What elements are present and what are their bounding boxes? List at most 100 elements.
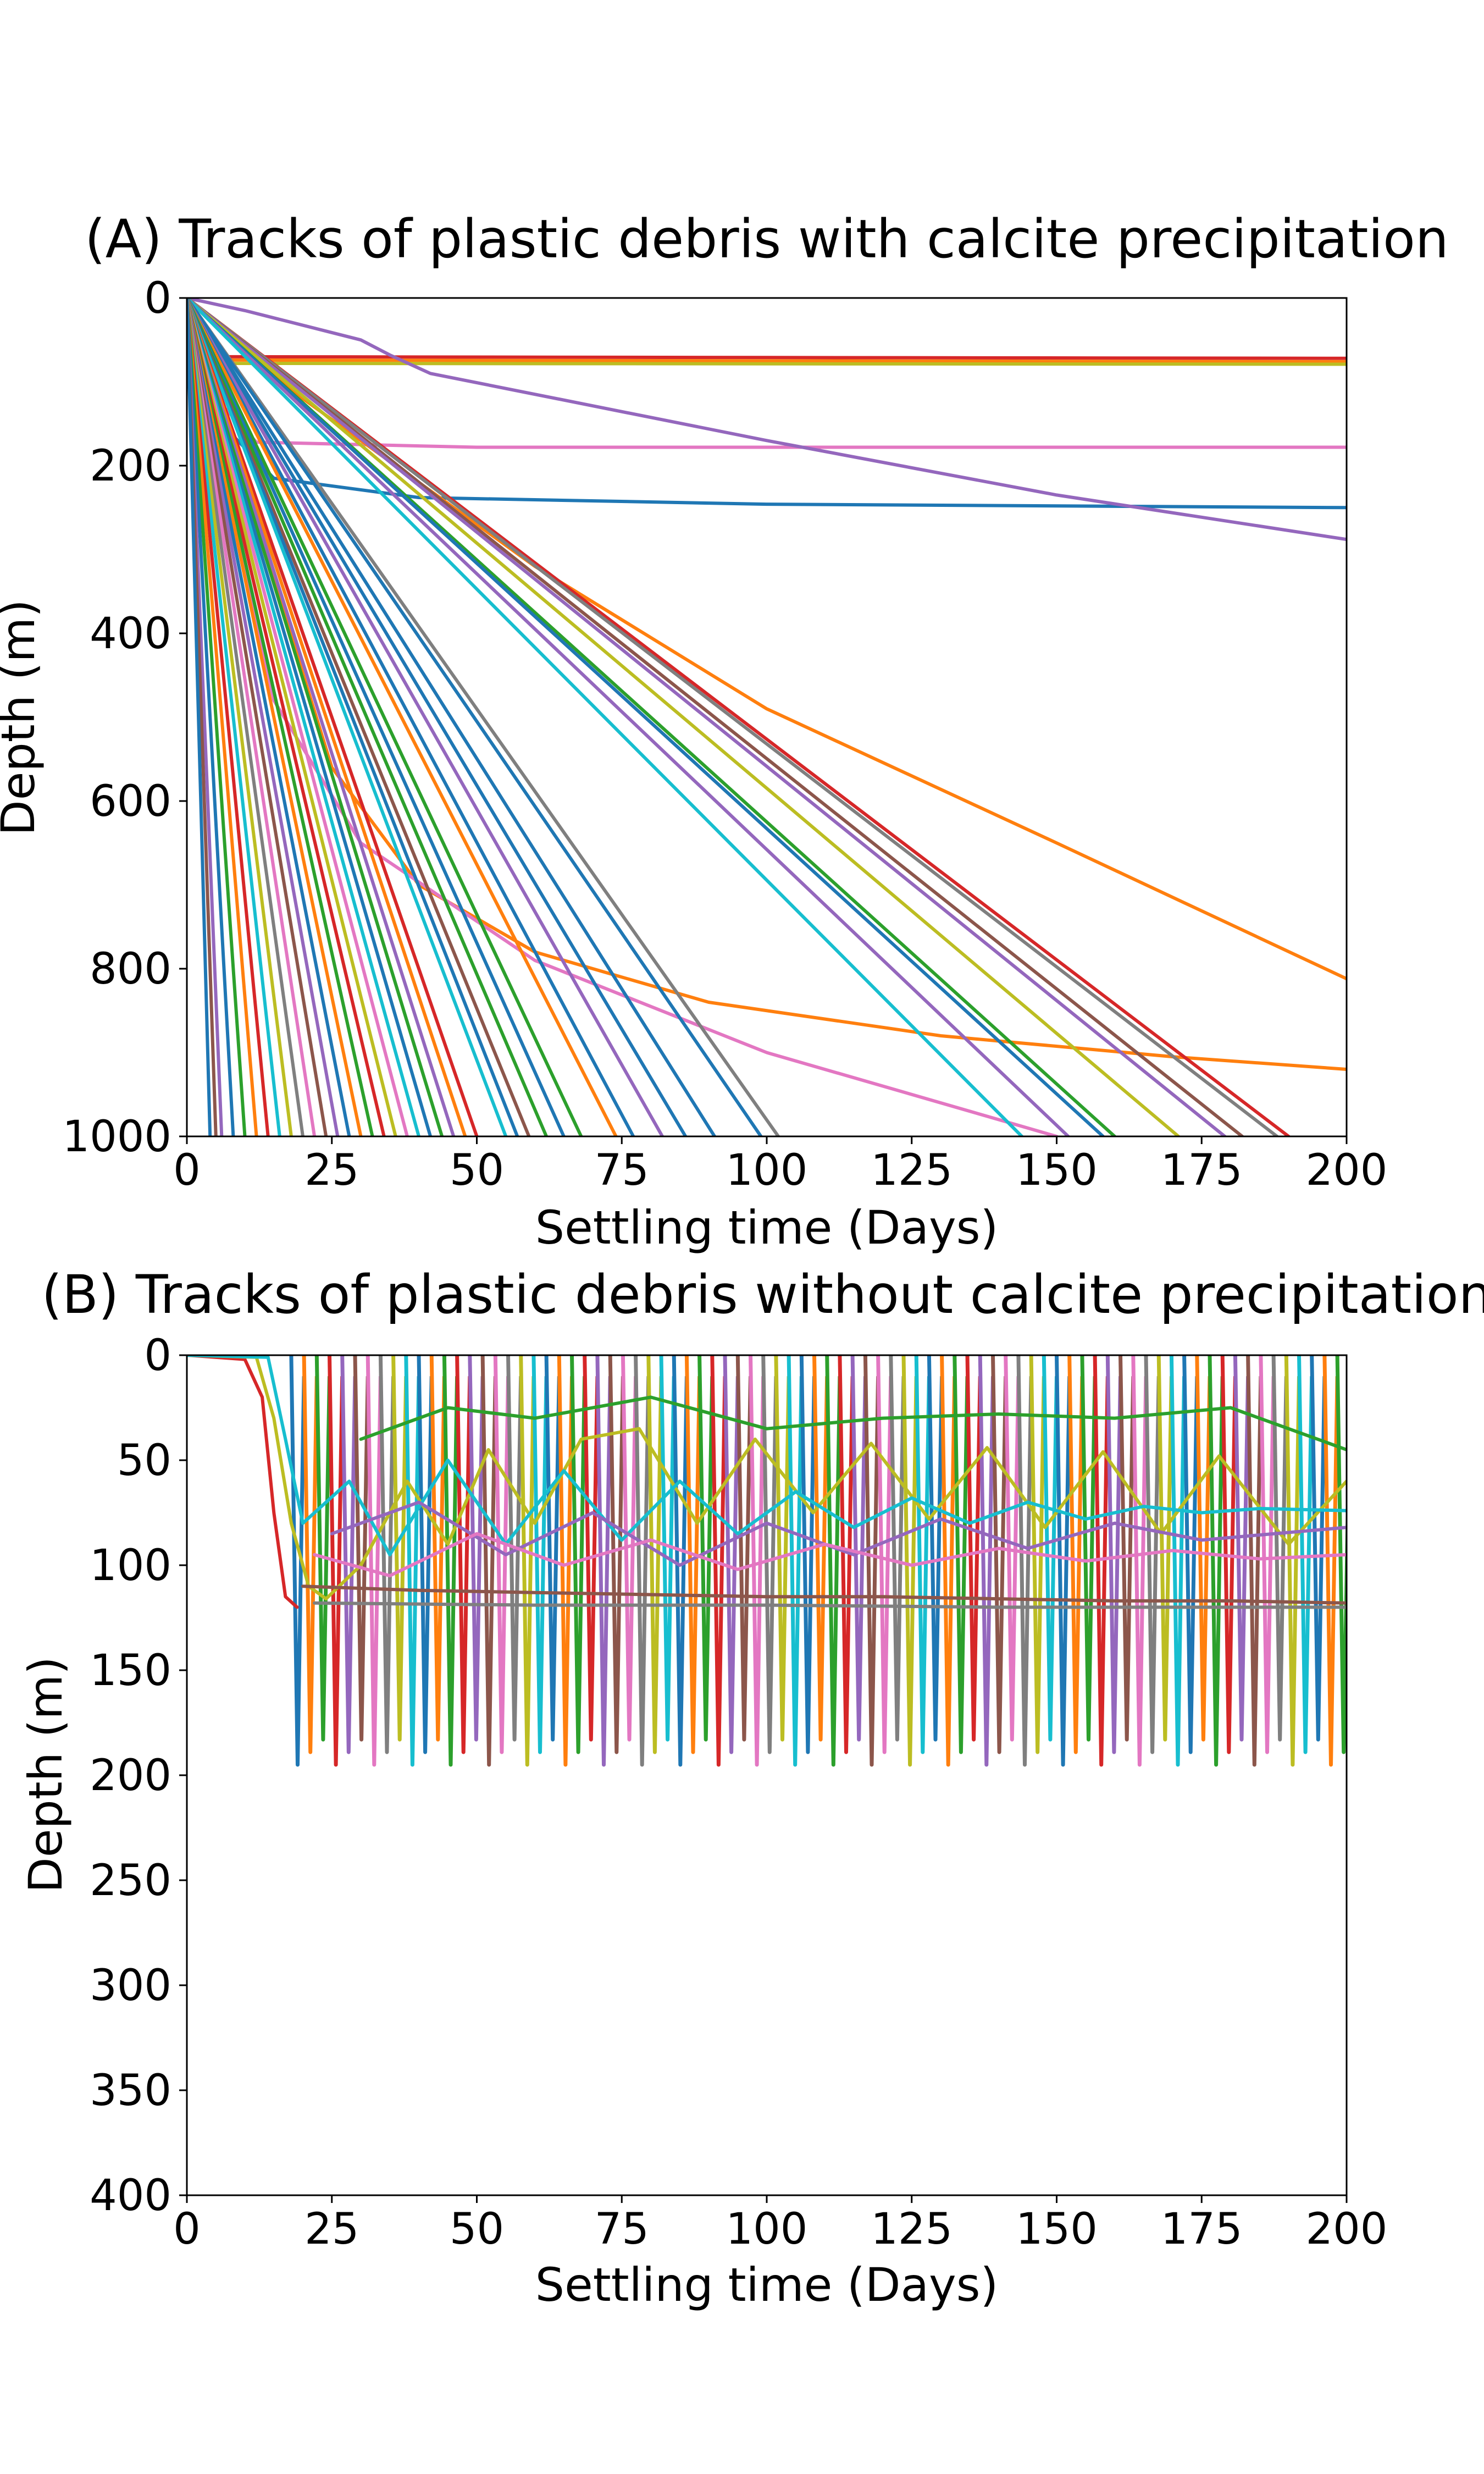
- panel-b-y-tick-label-6: 300: [90, 1961, 171, 2011]
- panel-a-y-tick-label-0: 0: [144, 274, 171, 323]
- panel-b-spike-14: [468, 1355, 485, 1742]
- panel-b-x-tick-label-1: 25: [304, 2205, 359, 2254]
- panel-b-spike-74: [1233, 1355, 1250, 1742]
- panel-b-spike-68: [1156, 1355, 1173, 1742]
- panel-a-series-line-17: [187, 298, 1024, 1136]
- panel-a-series-line-41: [187, 298, 363, 1136]
- panel-a-series-line-52: [187, 298, 235, 1136]
- panel-b-y-tick-label-3: 150: [90, 1646, 171, 1696]
- panel-a-series-line-33: [187, 298, 456, 1136]
- panel-b-spike-21: [557, 1355, 574, 1767]
- panel-b-spike-58: [1029, 1355, 1046, 1754]
- panel-b-y-tick-label-5: 250: [90, 1856, 171, 1906]
- panel-b-series-line-6: [330, 1500, 1347, 1567]
- panel-a-y-tick-label-4: 800: [90, 945, 171, 994]
- panel-b-spike-39: [787, 1355, 804, 1767]
- panel-b-spike-72: [1208, 1355, 1225, 1767]
- panel-b-spike-67: [1144, 1355, 1161, 1754]
- panel-b-spike-9: [404, 1355, 421, 1767]
- panel-b-x-tick-label-6: 150: [1016, 2205, 1098, 2254]
- panel-b-series-line-2: [187, 1355, 1347, 1556]
- panel-b-spike-19: [531, 1355, 549, 1754]
- panel-b-spike-37: [761, 1355, 778, 1754]
- panel-b-x-tick-label-3: 75: [595, 2205, 649, 2254]
- panel-b-spike-0: [289, 1355, 306, 1767]
- panel-b-spike-33: [710, 1355, 727, 1767]
- panel-b-spike-20: [544, 1355, 561, 1742]
- panel-a-y-tick-label-2: 400: [90, 609, 171, 659]
- panel-b-x-tick-label-0: 0: [173, 2205, 201, 2254]
- panel-b-series-line-3: [301, 1584, 1347, 1605]
- panel-b-spike-12: [442, 1355, 459, 1767]
- panel-a-series-line-31: [187, 298, 479, 1136]
- panel-a-series-line-13: [187, 298, 1181, 1136]
- panel-b-spike-6: [366, 1355, 383, 1767]
- panel-b-spike-7: [378, 1355, 396, 1754]
- panel-a-series-line-39: [187, 298, 386, 1136]
- panel-b-spike-80: [1310, 1355, 1327, 1742]
- panel-b-x-tick-label-2: 50: [450, 2205, 504, 2254]
- panel-a-x-tick-label-6: 150: [1016, 1146, 1098, 1195]
- panel-a-series-line-25: [187, 298, 583, 1136]
- panel-b-spike-44: [850, 1355, 867, 1742]
- panel-a-x-tick-label-4: 100: [726, 1146, 808, 1195]
- panel-a-y-ticks: 0 200 400 600 800 1000: [62, 274, 187, 1162]
- panel-b-series-line-0: [187, 1355, 299, 1609]
- panel-a-series-line-50: [187, 298, 258, 1136]
- panel-a-series-line-19: [187, 298, 763, 1136]
- panel-a-series-line-24: [187, 298, 618, 1136]
- panel-b-title: (B) Tracks of plastic debris without cal…: [42, 1264, 1484, 1326]
- panel-b-x-tick-label-7: 175: [1161, 2205, 1243, 2254]
- panel-a-series-line-7: [187, 298, 1347, 1071]
- panel-b-spike-61: [1067, 1355, 1084, 1754]
- panel-a-series-line-22: [187, 298, 665, 1136]
- panel-b-spike-78: [1284, 1355, 1301, 1767]
- panel-a-series-line-49: [187, 298, 270, 1136]
- panel-b-spike-49: [914, 1355, 931, 1754]
- panel-b-spike-53: [965, 1355, 982, 1742]
- panel-b-spike-34: [723, 1355, 740, 1754]
- panel-a-y-tick-label-3: 600: [90, 777, 171, 826]
- panel-b-spike-56: [1004, 1355, 1021, 1742]
- panel-b-spike-10: [417, 1355, 434, 1754]
- panel-b-spike-43: [838, 1355, 855, 1754]
- panel-b-y-tick-label-1: 50: [117, 1436, 171, 1485]
- panel-a-series-line-38: [187, 298, 397, 1136]
- panel-a-x-tick-label-8: 200: [1306, 1146, 1388, 1195]
- panel-b-spike-29: [659, 1355, 676, 1742]
- panel-b-spike-64: [1105, 1355, 1122, 1754]
- panel-a-series: [187, 298, 1347, 1136]
- panel-a-series-line-34: [187, 298, 444, 1136]
- panel-b-spike-36: [749, 1355, 766, 1767]
- panel-a-series-line-48: [187, 298, 281, 1136]
- panel-a-x-ticks: 0 25 50 75 100 125 150 175 200: [173, 1136, 1387, 1195]
- panel-b-y-ticks: 0 50 100 150 200 250 300 350 400: [90, 1331, 187, 2221]
- panel-a-x-tick-label-2: 50: [450, 1146, 504, 1195]
- panel-b-y-tick-label-4: 200: [90, 1751, 171, 1801]
- panel-a-series-line-10: [187, 298, 1279, 1136]
- panel-b-x-tick-label-8: 200: [1306, 2205, 1388, 2254]
- panel-b-spike-27: [634, 1355, 651, 1767]
- panel-b: (B) Tracks of plastic debris without cal…: [19, 1264, 1484, 2312]
- panel-a-series-line-43: [187, 298, 340, 1136]
- panel-b-y-tick-label-7: 350: [90, 2066, 171, 2116]
- panel-a-y-axis-label: Depth (m): [0, 599, 45, 836]
- panel-b-x-tick-label-4: 100: [726, 2205, 808, 2254]
- panel-a-series-line-45: [187, 298, 317, 1136]
- panel-a-y-tick-label-5: 1000: [62, 1112, 171, 1162]
- panel-b-x-axis-label: Settling time (Days): [535, 2258, 998, 2312]
- panel-a-series-line-32: [187, 298, 467, 1136]
- panel-b-spike-23: [583, 1355, 600, 1742]
- panel-a-series-line-18: [187, 298, 780, 1136]
- panel-b-spike-65: [1118, 1355, 1136, 1742]
- panel-b-spike-81: [1322, 1355, 1339, 1767]
- panel-b-spike-1: [302, 1355, 319, 1754]
- panel-b-spike-46: [876, 1355, 893, 1754]
- panel-a-series-line-20: [187, 298, 717, 1136]
- panel-a-x-tick-label-7: 175: [1161, 1146, 1243, 1195]
- panel-a-series-line-36: [187, 298, 420, 1136]
- panel-b-spike-60: [1055, 1355, 1072, 1767]
- panel-b-spike-79: [1297, 1355, 1314, 1754]
- panel-b-spike-22: [570, 1355, 587, 1754]
